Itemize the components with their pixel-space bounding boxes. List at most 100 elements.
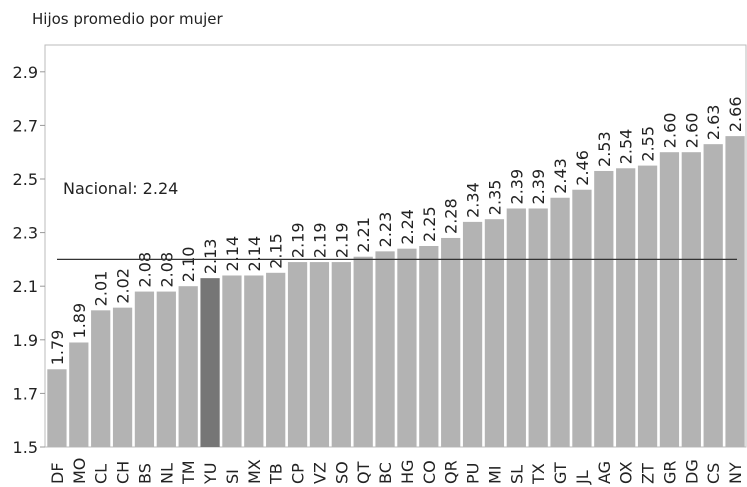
value-label: 2.19 xyxy=(310,222,329,258)
x-tick-label: MX xyxy=(245,459,264,484)
value-label: 2.39 xyxy=(529,169,548,205)
value-label: 1.89 xyxy=(70,303,89,339)
bar xyxy=(353,256,373,447)
bar xyxy=(134,291,155,447)
x-tick-label: CP xyxy=(289,463,308,484)
value-label: 2.60 xyxy=(682,113,701,149)
x-tick-label: CH xyxy=(114,461,133,484)
x-tick-label: QR xyxy=(442,460,461,484)
bar xyxy=(47,369,67,447)
x-tick-label: MI xyxy=(485,465,504,484)
bar xyxy=(681,152,701,447)
x-tick-label: DF xyxy=(48,462,67,484)
value-label: 2.19 xyxy=(289,222,308,258)
value-label: 2.10 xyxy=(179,247,198,283)
value-label: 2.01 xyxy=(92,271,111,307)
bar xyxy=(91,310,111,447)
value-label: 2.55 xyxy=(639,126,658,162)
bar xyxy=(375,251,395,447)
value-label: 2.63 xyxy=(704,105,723,141)
x-tick-label: OX xyxy=(617,461,636,484)
bar xyxy=(331,262,351,447)
value-label: 2.23 xyxy=(376,212,395,248)
bar xyxy=(419,246,439,447)
bar xyxy=(572,189,592,447)
x-tick-label: MO xyxy=(70,458,89,484)
bar xyxy=(222,275,242,447)
bar xyxy=(462,221,483,447)
bar xyxy=(550,197,570,447)
x-tick-label: BS xyxy=(135,463,154,484)
x-tick-label: PU xyxy=(464,463,483,484)
value-label: 2.60 xyxy=(660,113,679,149)
x-tick-label: CO xyxy=(420,460,439,484)
x-tick-label: SL xyxy=(507,465,526,484)
x-tick-label: TM xyxy=(179,460,198,485)
value-label: 2.54 xyxy=(617,129,636,165)
bar xyxy=(244,275,264,447)
bar xyxy=(112,307,133,447)
bar xyxy=(616,168,636,447)
plot-frame xyxy=(44,44,747,448)
value-label: 1.79 xyxy=(48,330,67,366)
bar xyxy=(309,262,330,447)
x-tick-label: ZT xyxy=(639,463,658,484)
value-label: 2.25 xyxy=(420,206,439,242)
bar xyxy=(200,278,220,447)
bar xyxy=(178,286,198,447)
value-label: 2.34 xyxy=(464,182,483,218)
value-label: 2.02 xyxy=(114,268,133,304)
y-tick-label: 1.7 xyxy=(13,384,38,403)
x-tick-label: QT xyxy=(354,461,373,484)
x-tick-label: NL xyxy=(157,463,176,484)
bar xyxy=(397,248,417,447)
bar xyxy=(287,262,308,447)
x-tick-label: DG xyxy=(682,459,701,484)
value-label: 2.46 xyxy=(573,150,592,186)
value-label: 2.28 xyxy=(442,198,461,234)
value-label: 2.21 xyxy=(354,217,373,253)
x-tick-label: CL xyxy=(92,464,111,484)
x-tick-label: AG xyxy=(595,461,614,484)
value-label: 2.35 xyxy=(485,180,504,216)
x-tick-label: GT xyxy=(551,462,570,484)
x-tick-label: SI xyxy=(223,469,242,484)
value-label: 2.39 xyxy=(507,169,526,205)
x-tick-label: SO xyxy=(332,461,351,484)
x-tick-label: BC xyxy=(376,462,395,484)
x-tick-label: GR xyxy=(660,460,679,484)
x-tick-label: TB xyxy=(267,463,286,485)
annotation: Nacional: 2.24 xyxy=(63,179,178,198)
value-label: 2.14 xyxy=(223,236,242,272)
bar xyxy=(637,165,658,447)
value-label: 2.43 xyxy=(551,158,570,194)
bar xyxy=(528,208,548,447)
bar xyxy=(506,208,526,447)
bar xyxy=(594,170,614,447)
value-label: 2.66 xyxy=(726,96,745,132)
bar xyxy=(659,152,680,447)
y-tick-label: 1.9 xyxy=(13,331,38,350)
x-tick-label: HG xyxy=(398,460,417,484)
value-label: 2.53 xyxy=(595,131,614,167)
bar xyxy=(69,342,89,447)
value-label: 2.24 xyxy=(398,209,417,245)
bar xyxy=(703,144,723,447)
y-tick-label: 2.5 xyxy=(13,170,38,189)
x-tick-label: VZ xyxy=(310,462,329,484)
bar xyxy=(266,272,286,447)
x-tick-label: JL xyxy=(573,470,592,485)
x-tick-label: NY xyxy=(726,462,745,484)
bar xyxy=(441,237,461,447)
y-tick-label: 2.3 xyxy=(13,224,38,243)
x-tick-label: YU xyxy=(201,463,220,485)
x-tick-label: CS xyxy=(704,463,723,484)
y-tick-label: 1.5 xyxy=(13,438,38,457)
value-label: 2.08 xyxy=(135,252,154,288)
value-label: 2.08 xyxy=(157,252,176,288)
value-label: 2.14 xyxy=(245,236,264,272)
value-label: 2.13 xyxy=(201,239,220,275)
y-tick-label: 2.7 xyxy=(13,116,38,135)
value-label: 2.15 xyxy=(267,233,286,269)
